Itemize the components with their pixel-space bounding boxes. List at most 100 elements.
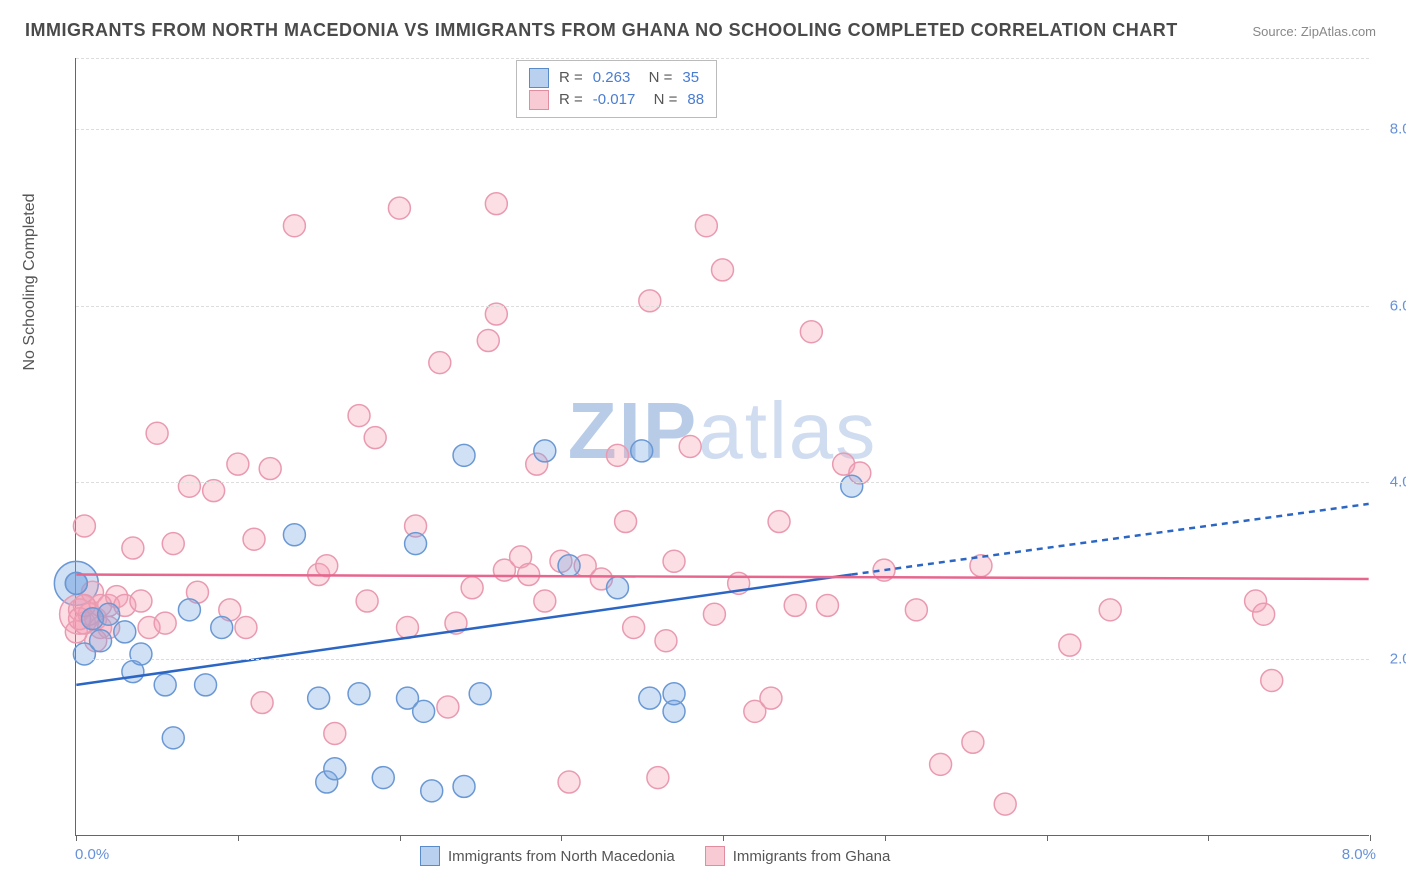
data-point bbox=[679, 436, 701, 458]
plot-area: ZIPatlas R = 0.263 N = 35 R = -0.017 N =… bbox=[75, 58, 1369, 836]
data-point bbox=[195, 674, 217, 696]
x-axis-max-label: 8.0% bbox=[1342, 846, 1376, 863]
x-tick bbox=[1047, 835, 1048, 841]
data-point bbox=[558, 771, 580, 793]
data-point bbox=[631, 440, 653, 462]
data-point bbox=[372, 767, 394, 789]
data-point bbox=[655, 630, 677, 652]
data-point bbox=[453, 775, 475, 797]
data-point bbox=[485, 193, 507, 215]
data-point bbox=[437, 696, 459, 718]
data-point bbox=[122, 537, 144, 559]
data-point bbox=[703, 603, 725, 625]
grid-line bbox=[76, 659, 1369, 660]
data-point bbox=[469, 683, 491, 705]
data-point bbox=[768, 511, 790, 533]
data-point bbox=[623, 617, 645, 639]
data-point bbox=[178, 599, 200, 621]
data-point bbox=[994, 793, 1016, 815]
data-point bbox=[639, 290, 661, 312]
x-tick bbox=[238, 835, 239, 841]
stat-n-pink: 88 bbox=[687, 89, 704, 111]
data-point bbox=[130, 643, 152, 665]
data-point bbox=[154, 674, 176, 696]
trend-line bbox=[76, 575, 1368, 579]
data-point bbox=[1253, 603, 1275, 625]
legend-label-blue: Immigrants from North Macedonia bbox=[448, 848, 675, 865]
x-tick bbox=[561, 835, 562, 841]
data-point bbox=[243, 528, 265, 550]
y-tick-label: 4.0% bbox=[1390, 474, 1406, 491]
data-point bbox=[283, 524, 305, 546]
swatch-blue-icon bbox=[420, 846, 440, 866]
data-point bbox=[534, 440, 556, 462]
x-tick bbox=[723, 835, 724, 841]
y-tick-label: 6.0% bbox=[1390, 297, 1406, 314]
stat-row-pink: R = -0.017 N = 88 bbox=[529, 89, 704, 111]
data-point bbox=[534, 590, 556, 612]
data-point bbox=[607, 444, 629, 466]
data-point bbox=[114, 621, 136, 643]
data-point bbox=[90, 630, 112, 652]
data-point bbox=[388, 197, 410, 219]
data-point bbox=[800, 321, 822, 343]
data-point bbox=[663, 550, 685, 572]
data-point bbox=[615, 511, 637, 533]
data-point bbox=[647, 767, 669, 789]
data-point bbox=[1261, 669, 1283, 691]
x-tick bbox=[76, 835, 77, 841]
data-point bbox=[962, 731, 984, 753]
data-point bbox=[760, 687, 782, 709]
data-point bbox=[453, 444, 475, 466]
data-point bbox=[364, 427, 386, 449]
data-point bbox=[211, 617, 233, 639]
bottom-legend: Immigrants from North Macedonia Immigran… bbox=[420, 846, 890, 866]
data-point bbox=[784, 594, 806, 616]
stat-label: N = bbox=[645, 89, 677, 111]
data-point bbox=[283, 215, 305, 237]
data-point bbox=[162, 533, 184, 555]
data-point bbox=[227, 453, 249, 475]
stat-label: R = bbox=[559, 89, 583, 111]
data-point bbox=[663, 683, 685, 705]
data-point bbox=[817, 594, 839, 616]
data-point bbox=[930, 753, 952, 775]
data-point bbox=[607, 577, 629, 599]
grid-line bbox=[76, 482, 1369, 483]
data-point bbox=[461, 577, 483, 599]
data-point bbox=[98, 603, 120, 625]
stat-n-blue: 35 bbox=[682, 67, 699, 89]
trend-line bbox=[852, 504, 1369, 575]
data-point bbox=[405, 533, 427, 555]
legend-item-pink: Immigrants from Ghana bbox=[705, 846, 891, 866]
data-point bbox=[1059, 634, 1081, 656]
data-point bbox=[162, 727, 184, 749]
data-point bbox=[308, 687, 330, 709]
legend-item-blue: Immigrants from North Macedonia bbox=[420, 846, 675, 866]
x-tick bbox=[400, 835, 401, 841]
data-point bbox=[178, 475, 200, 497]
data-point bbox=[251, 692, 273, 714]
data-point bbox=[348, 683, 370, 705]
stat-label: R = bbox=[559, 67, 583, 89]
data-point bbox=[324, 722, 346, 744]
data-point bbox=[421, 780, 443, 802]
data-point bbox=[477, 330, 499, 352]
data-point bbox=[413, 700, 435, 722]
source-attribution: Source: ZipAtlas.com bbox=[1252, 24, 1376, 39]
data-point bbox=[841, 475, 863, 497]
data-point bbox=[905, 599, 927, 621]
data-point bbox=[130, 590, 152, 612]
y-axis-title: No Schooling Completed bbox=[21, 194, 39, 371]
scatter-svg bbox=[76, 58, 1369, 835]
swatch-blue-icon bbox=[529, 68, 549, 88]
data-point bbox=[518, 564, 540, 586]
data-point bbox=[348, 405, 370, 427]
legend-label-pink: Immigrants from Ghana bbox=[733, 848, 891, 865]
data-point bbox=[235, 617, 257, 639]
data-point bbox=[429, 352, 451, 374]
chart-title: IMMIGRANTS FROM NORTH MACEDONIA VS IMMIG… bbox=[25, 20, 1178, 41]
data-point bbox=[695, 215, 717, 237]
data-point bbox=[712, 259, 734, 281]
data-point bbox=[397, 617, 419, 639]
